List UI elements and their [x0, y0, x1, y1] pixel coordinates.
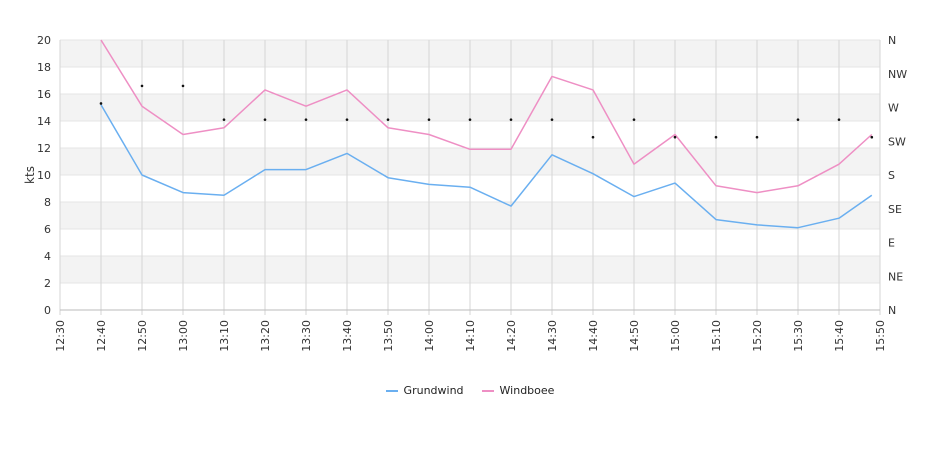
y-tick-label: 4	[44, 250, 51, 263]
x-tick-label: 13:00	[177, 320, 190, 352]
y2-tick-label: SE	[888, 203, 902, 216]
x-tick-label: 12:50	[136, 320, 149, 352]
y-tick-label: 10	[37, 169, 51, 182]
legend-label-windboee: Windboee	[499, 384, 555, 397]
series-line-windboee	[100, 39, 873, 194]
line-chart: 12:30 12:40 12:50 13:00 13:10 13:20 13:30 13:40…	[23, 34, 907, 352]
direction-marker	[591, 135, 595, 139]
legend-item-windboee[interactable]: Windboee	[481, 384, 555, 397]
direction-marker	[99, 102, 103, 105]
x-tick-label: 14:10	[464, 320, 477, 352]
direction-marker	[714, 135, 718, 139]
x-tick-label: 15:30	[792, 320, 805, 352]
y-axis-label: kts	[23, 166, 37, 184]
direction-marker	[796, 118, 800, 121]
y2-tick-label: E	[888, 237, 895, 250]
y2-tick-label: N	[888, 304, 896, 317]
direction-marker	[222, 118, 226, 121]
x-tick-label: 14:50	[628, 320, 641, 352]
y-tick-label: 0	[44, 304, 51, 317]
direction-marker	[345, 118, 349, 121]
direction-marker	[304, 118, 308, 121]
x-tick-label: 13:20	[259, 320, 272, 352]
y-tick-label: 6	[44, 223, 51, 236]
y2-tick-label: NE	[888, 270, 903, 283]
y-tick-label: 16	[37, 88, 51, 101]
x-tick-label: 15:40	[833, 320, 846, 352]
x-tick-label: 14:30	[546, 320, 559, 352]
x-tick-label: 13:30	[300, 320, 313, 352]
y2-tick-label: NW	[888, 68, 907, 81]
y-tick-label: 14	[37, 115, 51, 128]
direction-marker	[427, 118, 431, 121]
x-tick-label: 15:00	[669, 320, 682, 352]
legend-swatch-windboee	[481, 389, 494, 392]
x-tick-label: 14:40	[587, 320, 600, 352]
x-tick-label: 13:50	[382, 320, 395, 352]
x-tick-label: 15:20	[751, 320, 764, 352]
x-tick-label: 13:40	[341, 320, 354, 352]
direction-marker	[181, 84, 185, 88]
direction-marker	[140, 84, 144, 88]
y-tick-label: 18	[37, 61, 51, 74]
series-line-grundwind	[100, 104, 873, 229]
y2-tick-label: W	[888, 102, 899, 115]
x-tick-label: 13:10	[218, 320, 231, 352]
legend-swatch-grundwind	[385, 389, 398, 392]
x-tick-label: 12:30	[54, 320, 67, 352]
direction-marker	[673, 135, 677, 139]
direction-marker	[837, 118, 841, 121]
direction-marker	[870, 135, 874, 139]
x-tick-label: 15:10	[710, 320, 723, 352]
legend: Grundwind Windboee	[0, 384, 940, 397]
y-tick-label: 12	[37, 142, 51, 155]
legend-item-grundwind[interactable]: Grundwind	[385, 384, 464, 397]
direction-marker	[550, 118, 554, 121]
x-tick-label: 12:40	[95, 320, 108, 352]
x-tick-label: 14:20	[505, 320, 518, 352]
direction-marker	[263, 118, 267, 121]
legend-label-grundwind: Grundwind	[403, 384, 464, 397]
y-tick-label: 8	[44, 196, 51, 209]
y2-tick-label: SW	[888, 135, 906, 148]
direction-marker	[509, 118, 513, 121]
direction-marker	[386, 118, 390, 121]
y2-tick-label: S	[888, 169, 895, 182]
direction-marker	[468, 118, 472, 121]
y-tick-label: 2	[44, 277, 51, 290]
x-tick-label: 15:50	[874, 320, 887, 352]
y2-tick-label: N	[888, 34, 896, 47]
x-tick-label: 14:00	[423, 320, 436, 352]
direction-marker	[632, 118, 636, 121]
y-tick-label: 20	[37, 34, 51, 47]
direction-marker	[755, 135, 759, 139]
